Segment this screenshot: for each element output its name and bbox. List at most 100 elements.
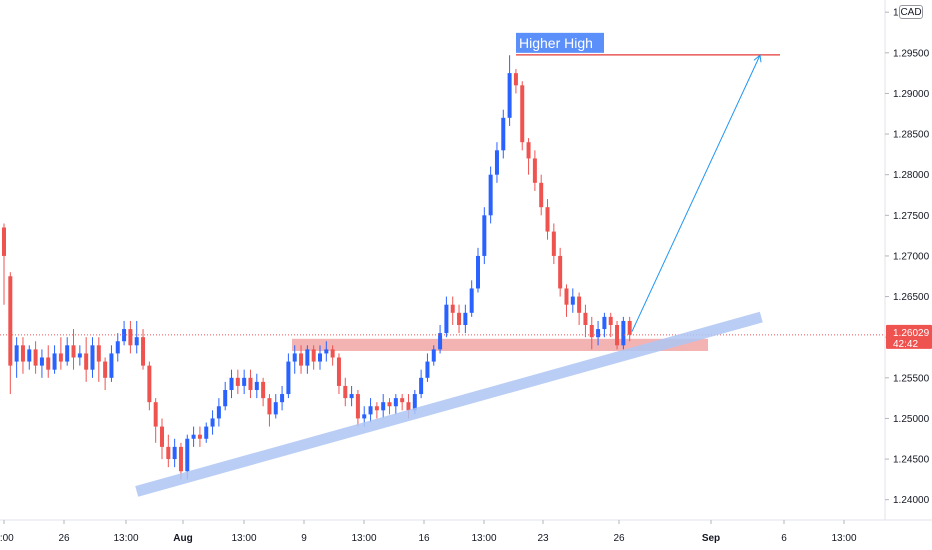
candle [381,394,386,419]
candle-body [223,390,228,407]
candle-body [621,320,626,346]
candle-body [526,142,531,159]
candle-body [122,329,127,342]
candle-body [235,377,240,386]
candle-body [2,227,6,256]
x-tick-label: 23 [537,533,549,544]
candle [305,345,310,374]
support-zone-layer [292,338,708,351]
candle [109,345,114,382]
candle [242,369,247,395]
y-tick-label: 1.29500 [893,48,930,59]
x-tick-label: 6 [781,533,787,544]
candle-body [482,215,487,256]
higher-high-label-text: Higher High [519,35,593,51]
candle [494,142,499,183]
candle [122,320,127,346]
candle [343,377,348,407]
candle [191,426,196,447]
candle-body [280,394,285,403]
candle [299,345,304,374]
candle [197,426,202,447]
candle [14,337,19,378]
candle-body [577,296,582,313]
last-price-value: 1.26029 [893,328,930,339]
candle [210,410,215,435]
candle-body [204,426,209,439]
candle-body [589,325,594,338]
candle-body [419,377,424,395]
candle [476,247,480,293]
candle [596,320,601,346]
candle-body [438,333,443,350]
candle-body [583,312,588,325]
candle [71,329,76,370]
x-tick-label: 3:00 [0,533,14,544]
projection-arrow-line [631,55,761,332]
candle-body [431,349,436,362]
candle-body [153,402,158,427]
candle-body [311,349,316,362]
candle [216,398,221,427]
candle-body [286,361,291,395]
candle-body [216,406,221,419]
candle-body [39,357,44,366]
candle-body [406,402,411,411]
candle [90,337,95,378]
candle-body [178,446,183,472]
candle-body [564,288,569,305]
x-tick-label: 26 [58,533,70,544]
candle-body [166,446,171,460]
y-tick-label: 1.24500 [893,455,930,466]
support-zone-rect [292,338,708,351]
candle [2,223,6,305]
x-tick-label: 13:00 [471,533,496,544]
candle-body [14,345,19,362]
candle-body [305,349,310,366]
candle [39,349,44,378]
candle [589,316,594,350]
candle [577,292,582,325]
candle-body [77,353,82,358]
candle [602,312,607,338]
candle-body [507,73,512,118]
candle-body [191,434,196,439]
candle [469,280,474,317]
candle [513,69,518,94]
candle-body [261,381,266,399]
candle [558,247,563,297]
candle [311,345,316,370]
candle-body [608,316,613,325]
candle-body [501,117,506,151]
x-tick-label: 16 [418,533,430,544]
candle [507,55,512,126]
candle [627,316,632,342]
candle [330,345,335,366]
candle [539,174,544,216]
last-price-tag-bg [886,324,932,349]
candle [52,345,57,374]
candle-body [355,394,360,419]
candle-body [71,345,76,358]
candle-body [52,353,57,370]
currency-badge[interactable]: CAD [899,5,923,19]
candle-body [273,402,278,415]
candle-body [248,377,253,390]
candle [128,320,133,354]
x-tick-label: 13:00 [231,533,256,544]
candle [400,394,405,411]
candle [570,288,575,313]
candle-body [90,345,95,370]
candle-body [343,385,348,399]
candle [355,390,360,427]
candle-body [20,345,25,362]
candle [425,353,430,382]
candle-body [299,353,304,366]
candle-body [134,337,139,346]
candle-body [185,438,190,472]
candle-body [58,353,63,362]
candle [501,109,506,159]
candle [318,345,322,370]
